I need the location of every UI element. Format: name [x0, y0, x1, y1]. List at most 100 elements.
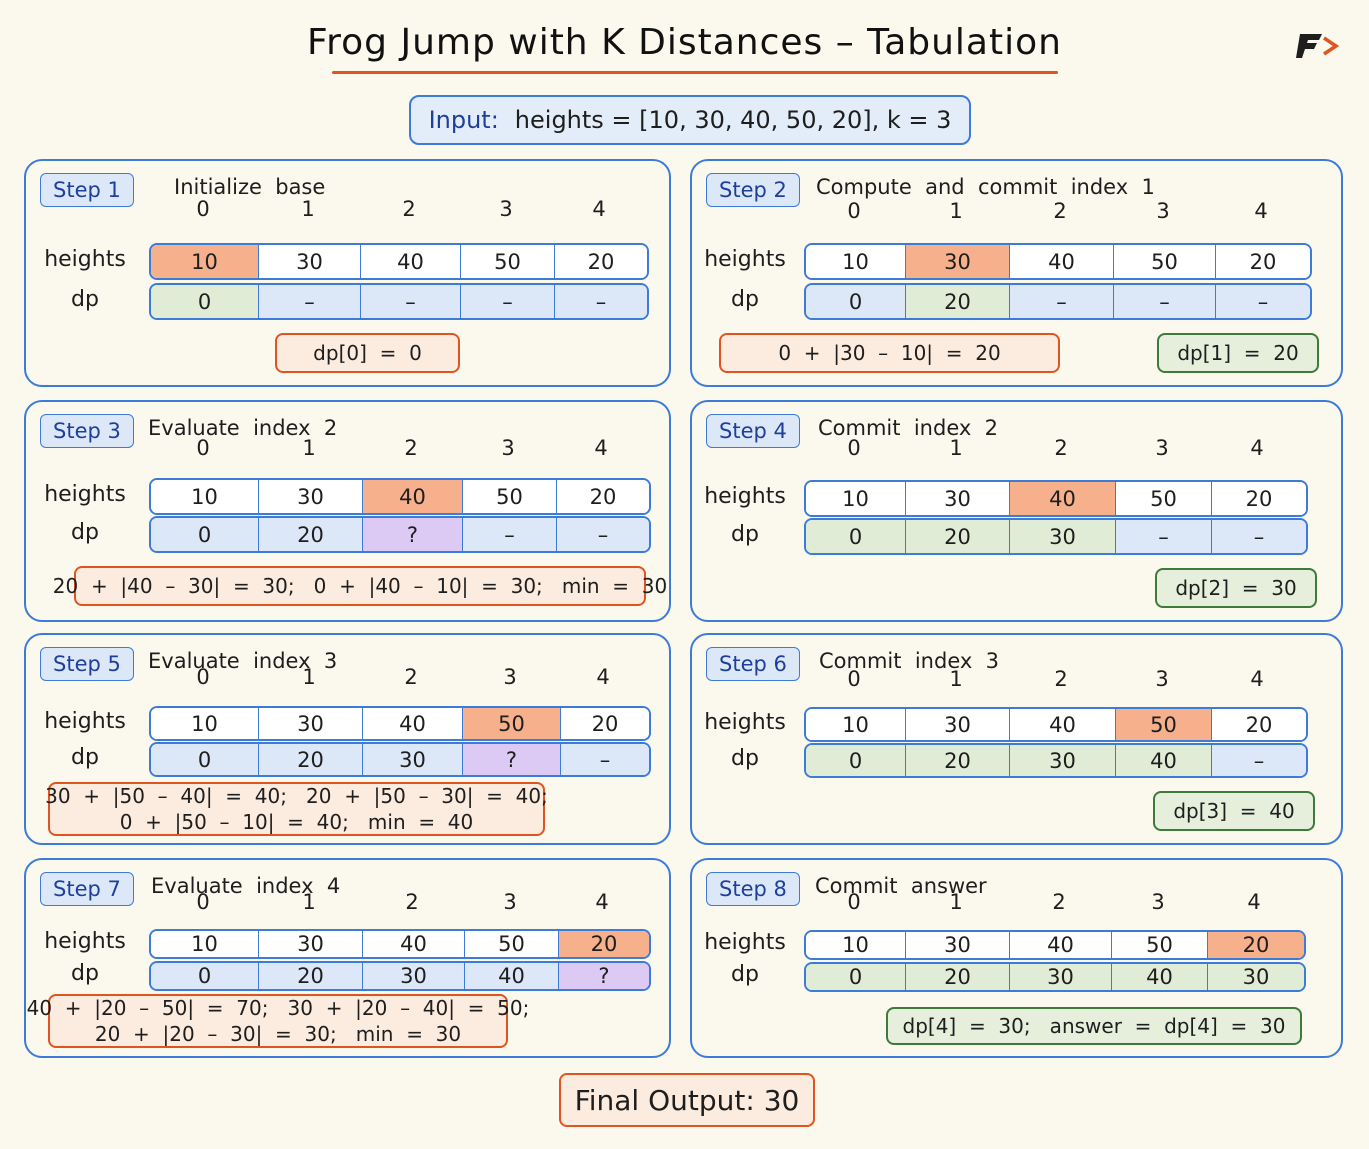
- index-label: 0: [196, 197, 210, 221]
- computation-note: dp[0] = 0: [275, 333, 460, 373]
- dp-cell: 20: [906, 520, 1010, 553]
- index-label: 1: [302, 665, 316, 689]
- heights-array: 10 30 40 50 20: [149, 706, 651, 741]
- heights-cell: 20: [559, 931, 649, 957]
- dp-row-label: dp: [71, 519, 99, 545]
- step-panel-3: Step 3 Evaluate index 2 0 1 2 3 4 heights dp 10 30…: [24, 400, 671, 622]
- dp-cell: –: [1212, 520, 1306, 553]
- step-badge: Step 8: [706, 872, 800, 906]
- index-label: 1: [949, 667, 963, 691]
- dp-cell: –: [1212, 745, 1306, 776]
- heights-array: 10 30 40 50 20: [804, 480, 1308, 517]
- dp-cell: 20: [259, 744, 363, 775]
- note-line: 0 + |30 – 10| = 20: [778, 341, 1001, 365]
- result-note: dp[2] = 30: [1155, 568, 1317, 608]
- index-row: 0 1 2 3 4: [804, 890, 1302, 914]
- dp-cell: –: [561, 744, 649, 775]
- heights-cell: 10: [151, 708, 259, 739]
- heights-cell: 10: [806, 709, 906, 740]
- index-label: 4: [1247, 890, 1261, 914]
- heights-cell: 50: [1116, 709, 1212, 740]
- heights-cell: 10: [806, 245, 906, 278]
- heights-array: 10 30 40 50 20: [149, 243, 649, 280]
- index-label: 2: [1052, 890, 1066, 914]
- dp-cell: ?: [363, 518, 463, 551]
- index-label: 2: [1053, 199, 1067, 223]
- step-badge: Step 5: [40, 647, 134, 681]
- index-label: 3: [1151, 890, 1165, 914]
- heights-cell: 30: [906, 482, 1010, 515]
- dp-array: 0 20 30? –: [149, 742, 651, 777]
- step-title: Commit answer: [815, 874, 987, 898]
- index-label: 2: [1054, 667, 1068, 691]
- dp-cell: –: [555, 285, 647, 318]
- heights-cell: 30: [259, 245, 361, 278]
- heights-cell: 10: [806, 932, 906, 958]
- dp-cell: 30: [1010, 964, 1112, 990]
- step-panel-7: Step 7 Evaluate index 4 0 1 2 3 4 heights dp 10 30…: [24, 858, 671, 1058]
- brand-logo-icon: [1296, 34, 1340, 58]
- index-label: 3: [503, 890, 517, 914]
- dp-cell: 30: [1010, 520, 1116, 553]
- index-label: 0: [196, 665, 210, 689]
- heights-row-label: heights: [44, 246, 126, 272]
- computation-note: 20 + |40 – 30| = 30; 0 + |40 – 10| = 30;…: [53, 566, 667, 606]
- heights-cell: 40: [363, 931, 465, 957]
- final-output: Final Output: 30: [559, 1073, 815, 1127]
- heights-cell: 30: [259, 931, 363, 957]
- index-label: 1: [301, 197, 315, 221]
- step-panel-1: Step 1 Initialize base 0 1 2 3 4 heights dp 10 30 4…: [24, 159, 671, 387]
- heights-cell: 20: [557, 480, 649, 513]
- index-label: 2: [404, 665, 418, 689]
- note-line: dp[0] = 0: [313, 341, 422, 365]
- heights-cell: 30: [906, 932, 1010, 958]
- result-note: dp[4] = 30; answer = dp[4] = 30: [886, 1007, 1302, 1045]
- dp-cell: –: [1114, 285, 1216, 318]
- step-panel-4: Step 4 Commit index 2 0 1 2 3 4 heights dp 10 30 40…: [690, 400, 1343, 622]
- dp-cell: 0: [806, 520, 906, 553]
- step-title: Commit index 2: [818, 416, 999, 440]
- index-label: 3: [1155, 667, 1169, 691]
- dp-array: 0– – – –: [149, 283, 649, 320]
- heights-cell: 10: [151, 480, 259, 513]
- dp-array: 0 20 30– –: [804, 518, 1308, 555]
- index-row: 0 1 2 3 4: [149, 890, 647, 914]
- step-title: Evaluate index 2: [148, 416, 338, 440]
- heights-cell: 40: [1010, 482, 1116, 515]
- heights-cell: 30: [906, 245, 1010, 278]
- heights-array: 10 30 40 50 20: [804, 707, 1308, 742]
- heights-row-label: heights: [44, 481, 126, 507]
- computation-note: 40 + |20 – 50| = 70; 30 + |20 – 40| = 50…: [27, 994, 529, 1048]
- heights-array: 10 30 40 50 20: [149, 478, 651, 515]
- dp-row-label: dp: [731, 962, 759, 987]
- dp-array: 0 20 30 40 30: [804, 962, 1306, 992]
- note-line: 20 + |40 – 30| = 30; 0 + |40 – 10| = 30;…: [52, 574, 668, 598]
- step-panel-6: Step 6 Commit index 3 0 1 2 3 4 heights dp 10 30 40…: [690, 633, 1343, 845]
- index-label: 0: [847, 436, 861, 460]
- step-title: Commit index 3: [819, 649, 1000, 673]
- dp-cell: 30: [363, 963, 465, 989]
- heights-cell: 40: [361, 245, 461, 278]
- heights-cell: 10: [151, 931, 259, 957]
- dp-row-label: dp: [71, 286, 99, 312]
- dp-array: 0 20 30 40–: [804, 743, 1308, 778]
- index-label: 1: [949, 890, 963, 914]
- heights-cell: 50: [463, 708, 561, 739]
- step-badge: Step 7: [40, 872, 134, 906]
- index-label: 3: [1156, 199, 1170, 223]
- heights-cell: 30: [906, 709, 1010, 740]
- title-underline: [332, 71, 1058, 74]
- heights-cell: 50: [1112, 932, 1208, 958]
- dp-cell: 0: [151, 285, 259, 318]
- step-badge: Step 6: [706, 647, 800, 681]
- step-badge: Step 1: [40, 173, 134, 207]
- step-title: Evaluate index 3: [148, 649, 338, 673]
- dp-cell: 40: [1112, 964, 1208, 990]
- dp-cell: 0: [151, 518, 259, 551]
- computation-note: 30 + |50 – 40| = 40; 20 + |50 – 30| = 40…: [45, 782, 548, 836]
- dp-array: 0 20? – –: [149, 516, 651, 553]
- heights-cell: 10: [806, 482, 906, 515]
- heights-cell: 50: [1114, 245, 1216, 278]
- index-label: 0: [847, 667, 861, 691]
- index-row: 0 1 2 3 4: [804, 199, 1308, 223]
